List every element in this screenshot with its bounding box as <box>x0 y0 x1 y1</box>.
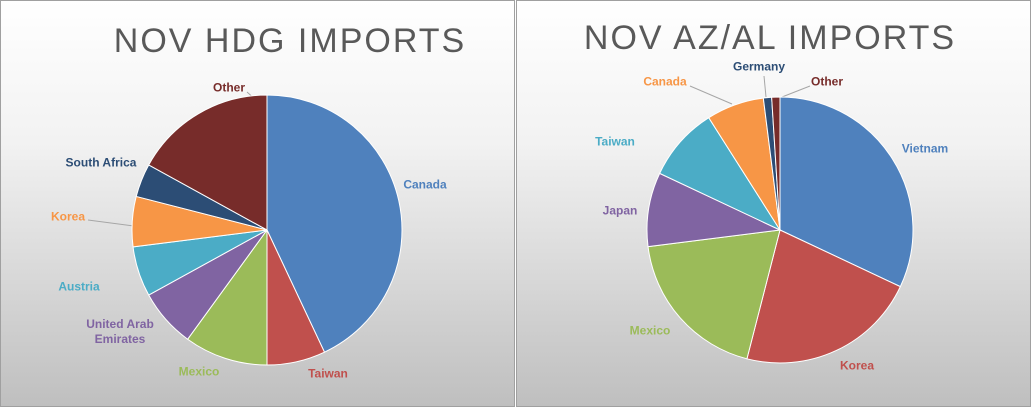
pie-slice <box>148 94 268 231</box>
slice-label: Germany <box>732 59 786 74</box>
pie-slice <box>647 229 781 360</box>
slice-label: Taiwan <box>595 134 635 149</box>
slice-label: Vietnam <box>901 141 949 156</box>
pie-slice <box>186 228 268 366</box>
slice-label: South Africa <box>65 155 137 170</box>
slice-label: Other <box>810 74 844 89</box>
leader-line <box>781 85 811 98</box>
slice-label: United Arab Emirates <box>86 317 154 346</box>
slice-label: Mexico <box>178 364 220 379</box>
slice-label: Canada <box>643 74 687 89</box>
chart-title: NOV AZ/AL IMPORTS <box>584 19 956 57</box>
slice-label: Austria <box>58 279 100 294</box>
slice-label: Canada <box>403 177 447 192</box>
pie-slice <box>266 94 403 353</box>
chart-title: NOV HDG IMPORTS <box>114 22 466 60</box>
pie-slice <box>779 96 914 288</box>
slice-label: Mexico <box>629 323 671 338</box>
pie-slice <box>771 96 781 231</box>
leader-line <box>763 75 767 98</box>
leader-line <box>689 85 733 105</box>
slice-label: Korea <box>50 209 86 224</box>
slice-label: Other <box>212 80 246 95</box>
slice-label: Korea <box>839 358 875 373</box>
leader-line <box>87 219 135 227</box>
slice-label: Taiwan <box>308 366 348 381</box>
pie-slice <box>746 229 902 364</box>
slice-label: Japan <box>602 203 638 218</box>
